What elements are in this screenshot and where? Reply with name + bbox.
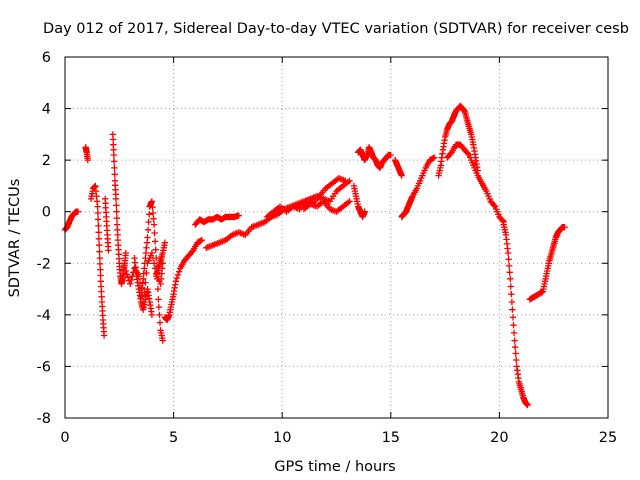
- x-tick-label: 25: [599, 430, 617, 446]
- y-axis-label: SDTVAR / TECUs: [7, 179, 23, 298]
- plot-frame: [64, 56, 609, 419]
- x-tick-label: 10: [273, 430, 291, 446]
- x-tick-label: 20: [490, 430, 508, 446]
- x-axis-label: GPS time / hours: [274, 459, 395, 475]
- axis-ticks: 0 5 10 15 20 25 -8 -6 -4 -2 0 2 4 6: [37, 50, 618, 446]
- chart-title: Day 012 of 2017, Sidereal Day-to-day VTE…: [43, 21, 629, 37]
- y-tick-label: -4: [37, 308, 51, 324]
- y-tick-label: 4: [42, 102, 51, 118]
- y-tick-label: -6: [37, 359, 51, 375]
- y-tick-label: 0: [42, 205, 51, 221]
- x-tick-label: 15: [382, 430, 400, 446]
- y-tick-label: 6: [42, 50, 51, 66]
- x-tick-label: 5: [169, 430, 178, 446]
- y-tick-label: -8: [37, 411, 51, 427]
- x-tick-label: 0: [60, 430, 69, 446]
- y-tick-label: 2: [42, 153, 51, 169]
- y-tick-label: -2: [37, 256, 51, 272]
